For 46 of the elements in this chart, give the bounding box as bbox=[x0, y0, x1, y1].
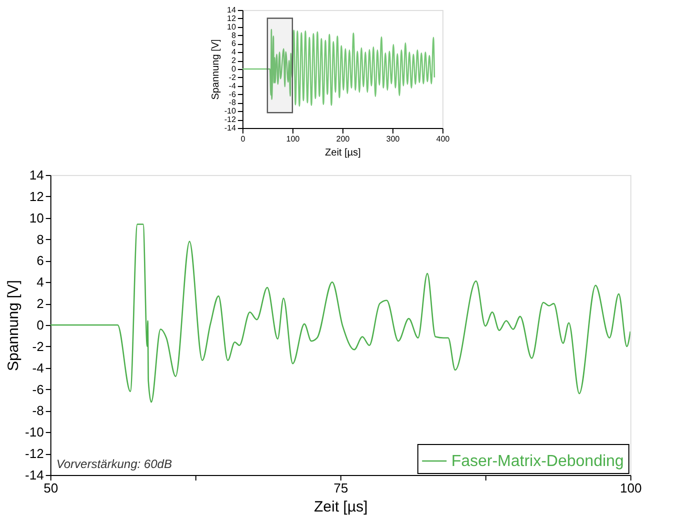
y-tick-label: 4 bbox=[231, 48, 236, 57]
y-tick-label: -8 bbox=[228, 98, 236, 108]
x-tick-label: 100 bbox=[286, 134, 300, 144]
y-tick-label: 0 bbox=[36, 318, 44, 332]
y-tick-label: -2 bbox=[32, 338, 44, 354]
y-tick-label: 2 bbox=[231, 56, 236, 66]
x-tick-label: 75 bbox=[334, 480, 348, 496]
x-tick-label: 400 bbox=[436, 134, 450, 144]
y-tick-label: -8 bbox=[32, 403, 44, 418]
y-tick-label: 10 bbox=[29, 210, 44, 226]
y-tick-label: 0 bbox=[231, 64, 236, 74]
x-tick-label: 50 bbox=[44, 480, 58, 496]
line-series bbox=[50, 224, 630, 403]
y-tick-label: -6 bbox=[228, 90, 236, 99]
legend-label: Faser-Matrix-Debonding bbox=[451, 453, 624, 470]
annotation: Vorverstärkung: 60dB bbox=[56, 457, 172, 471]
y-axis-title: Spannung [V] bbox=[5, 280, 22, 371]
x-tick-label: 300 bbox=[386, 134, 400, 144]
y-tick-label: 8 bbox=[36, 232, 44, 247]
line-series bbox=[242, 28, 436, 107]
y-tick-label: -12 bbox=[25, 446, 44, 462]
y-tick-label: -14 bbox=[25, 468, 44, 482]
x-tick-label: 100 bbox=[620, 480, 642, 496]
x-tick-label: 0 bbox=[240, 134, 246, 144]
x-axis-title: Zeit [µs] bbox=[325, 148, 362, 158]
x-axis-title: Zeit [µs] bbox=[314, 498, 368, 516]
y-tick-label: -14 bbox=[224, 124, 236, 132]
x-tick-label: 200 bbox=[336, 134, 350, 144]
y-tick-label: 14 bbox=[29, 168, 44, 182]
y-tick-label: 2 bbox=[36, 296, 44, 312]
y-tick-label: -6 bbox=[32, 382, 44, 397]
y-tick-label: -2 bbox=[228, 72, 236, 82]
y-tick-label: -4 bbox=[228, 81, 236, 90]
y-tick-label: 6 bbox=[231, 39, 236, 48]
y-tick-label: -4 bbox=[32, 360, 44, 376]
y-tick-label: -10 bbox=[224, 106, 236, 116]
y-tick-label: 14 bbox=[227, 6, 236, 14]
y-tick-label: 8 bbox=[231, 30, 236, 40]
y-tick-label: 4 bbox=[36, 274, 44, 290]
y-tick-label: 12 bbox=[29, 188, 44, 204]
y-tick-label: 10 bbox=[227, 22, 236, 32]
y-tick-label: 12 bbox=[227, 14, 236, 23]
y-tick-label: -12 bbox=[224, 115, 236, 124]
y-tick-label: 6 bbox=[36, 253, 44, 268]
y-axis-title: Spannung [V] bbox=[210, 38, 222, 100]
y-tick-label: -10 bbox=[25, 424, 44, 440]
